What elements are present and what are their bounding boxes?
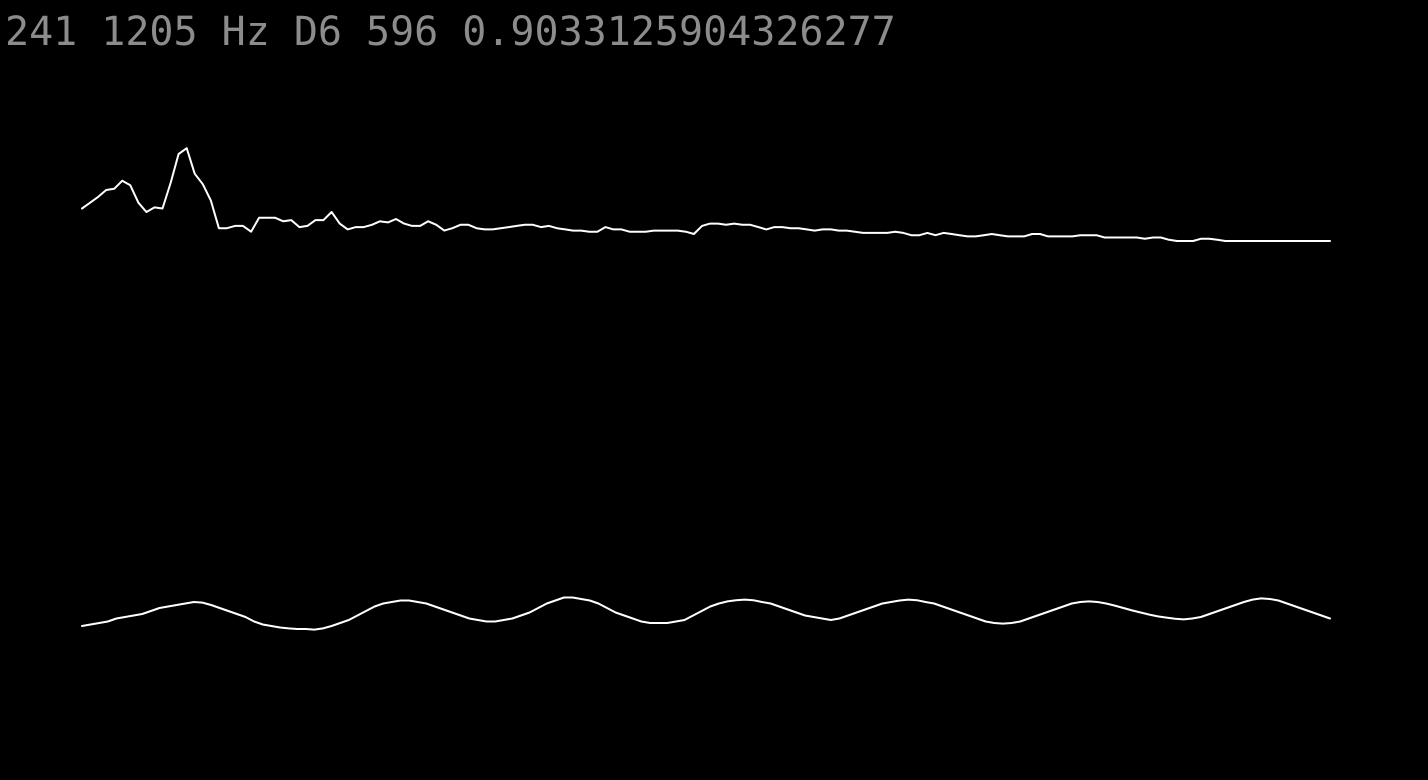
peak-value: 596: [366, 9, 439, 55]
note-name: D6: [293, 9, 342, 55]
frequency-value: 1205 Hz: [101, 9, 270, 55]
frame-index: 241: [5, 9, 78, 55]
waveform-trace: [81, 596, 1331, 631]
ratio-value: 0.9033125904326277: [462, 9, 896, 55]
spectrum-trace: [81, 147, 1331, 242]
pitch-readout: 241 1205 Hz D6 596 0.9033125904326277: [5, 8, 896, 56]
